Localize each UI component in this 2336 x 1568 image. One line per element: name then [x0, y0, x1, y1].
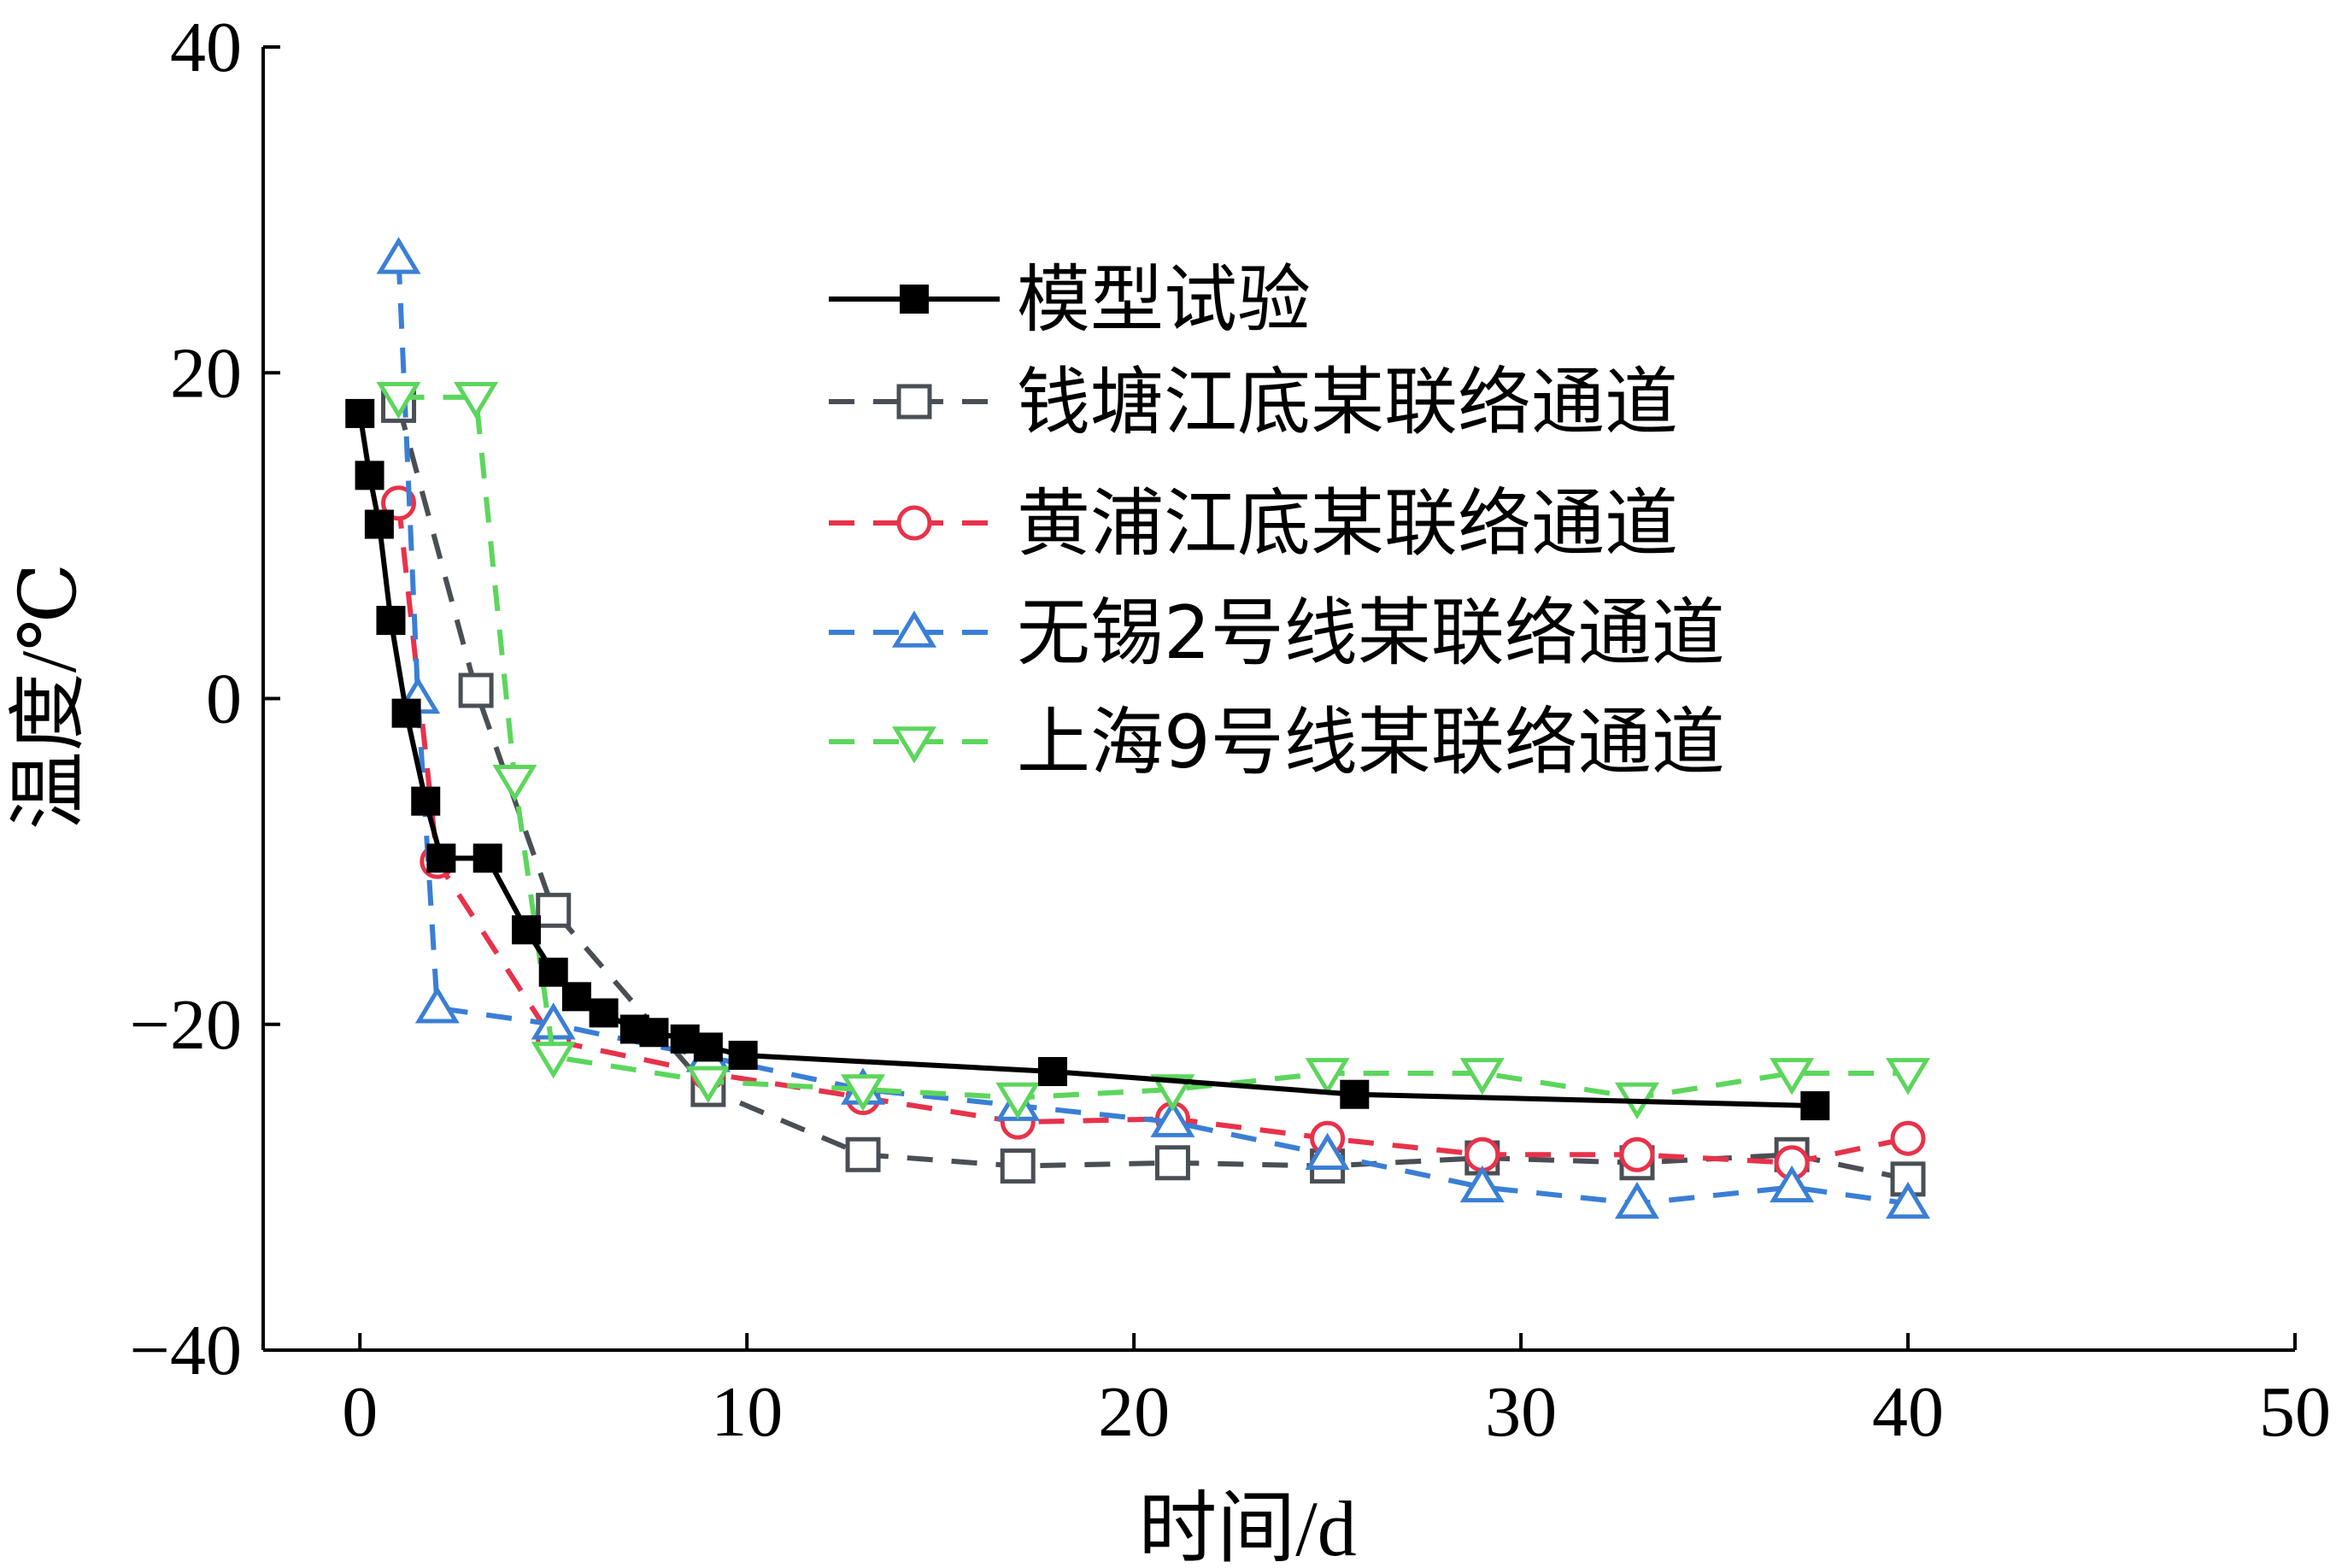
data-point-open-square [536, 892, 572, 928]
data-point-open-triangle-up [531, 1002, 576, 1040]
data-point-open-triangle-down [995, 1082, 1041, 1120]
x-tick-label: 20 [1098, 1372, 1170, 1452]
y-tick-label: −20 [130, 985, 242, 1065]
x-tick-label: 0 [342, 1372, 378, 1452]
data-point-filled-square [411, 786, 441, 816]
legend-entry-4: 无锡2号线某联络通道 [829, 590, 1725, 676]
legend-label: 无锡2号线某联络通道 [1017, 590, 1725, 676]
data-point-open-triangle-down [1150, 1074, 1195, 1112]
data-point-open-triangle-down [492, 765, 537, 802]
data-point-open-circle [896, 505, 932, 541]
data-point-filled-square [391, 698, 421, 728]
data-point-open-triangle-up [1305, 1132, 1350, 1171]
data-point-open-triangle-down [454, 382, 499, 420]
y-tick-label: 0 [206, 660, 242, 739]
data-point-filled-square [345, 398, 375, 428]
data-point-open-square [896, 384, 932, 420]
series-line [396, 502, 1909, 1166]
legend-entry-1: 模型试验 [829, 257, 1311, 343]
data-point-open-triangle-up [414, 986, 460, 1024]
data-point-filled-square [589, 998, 619, 1028]
x-tick-label: 40 [1872, 1372, 1944, 1452]
series-line [396, 404, 1909, 1182]
data-point-open-triangle-up [1614, 1181, 1659, 1219]
data-point-open-triangle-down [841, 1074, 886, 1112]
legend-entry-5: 上海9号线某联络通道 [829, 700, 1725, 785]
data-point-filled-square [561, 982, 591, 1012]
y-tick-label: 20 [170, 333, 242, 413]
data-point-open-triangle-down [531, 1042, 576, 1079]
data-point-open-triangle-down [1886, 1058, 1931, 1095]
series-1 [345, 398, 1830, 1121]
data-point-open-square [1000, 1148, 1036, 1184]
legend-entry-2: 钱塘江底某联络通道 [829, 360, 1678, 445]
data-point-filled-square [376, 606, 406, 635]
data-point-filled-square [472, 843, 502, 873]
data-point-open-triangle-down [891, 726, 937, 764]
legend-label: 上海9号线某联络通道 [1017, 700, 1725, 785]
data-point-open-circle [1619, 1136, 1655, 1172]
data-point-filled-square [693, 1032, 723, 1062]
legend-entry-3: 黄浦江底某联络通道 [829, 481, 1678, 567]
data-point-filled-square [426, 843, 456, 873]
data-point-open-triangle-up [1886, 1181, 1931, 1219]
data-point-open-triangle-down [685, 1066, 731, 1104]
y-tick-label: 40 [170, 8, 242, 87]
data-point-open-square [845, 1136, 881, 1172]
data-point-open-triangle-down [376, 382, 421, 420]
data-point-filled-square [512, 915, 542, 945]
data-point-open-triangle-down [1305, 1058, 1350, 1095]
data-point-open-triangle-up [1770, 1165, 1815, 1203]
data-point-filled-square [364, 509, 394, 539]
data-point-open-triangle-up [1150, 1100, 1195, 1137]
legend-label: 模型试验 [1017, 257, 1311, 343]
data-point-open-square [1154, 1145, 1190, 1181]
data-point-open-triangle-up [1459, 1165, 1505, 1203]
axes: 0 10 20 30 40 50 40 20 0 −20 −40 [130, 8, 2331, 1452]
data-point-filled-square [355, 461, 384, 490]
data-point-filled-square [1340, 1079, 1370, 1109]
data-point-open-triangle-down [1459, 1058, 1505, 1095]
plot-series [345, 237, 1931, 1219]
data-point-filled-square [538, 957, 568, 987]
x-tick-label: 10 [711, 1372, 783, 1452]
data-point-filled-square [1800, 1091, 1830, 1121]
data-point-open-square [1890, 1161, 1926, 1197]
data-point-open-triangle-down [1770, 1058, 1815, 1095]
y-tick-label: −40 [130, 1311, 242, 1390]
legend-label: 钱塘江底某联络通道 [1017, 360, 1678, 445]
x-tick-label: 50 [2259, 1372, 2331, 1452]
y-axis-label: 温度/℃ [5, 563, 92, 830]
data-point-open-circle [1890, 1120, 1926, 1156]
legend: 模型试验钱塘江底某联络通道黄浦江底某联络通道无锡2号线某联络通道上海9号线某联络… [829, 257, 1725, 785]
data-point-filled-square [900, 285, 929, 314]
data-point-filled-square [728, 1040, 758, 1070]
legend-label: 黄浦江底某联络通道 [1017, 481, 1678, 567]
data-point-filled-square [639, 1018, 669, 1048]
x-tick-label: 30 [1485, 1372, 1557, 1452]
data-point-open-square [458, 672, 494, 708]
data-point-open-triangle-up [376, 237, 421, 274]
data-point-open-triangle-up [891, 610, 937, 648]
data-point-filled-square [1038, 1057, 1068, 1087]
x-axis-label: 时间/d [1138, 1485, 1357, 1568]
series-5 [376, 382, 1931, 1120]
